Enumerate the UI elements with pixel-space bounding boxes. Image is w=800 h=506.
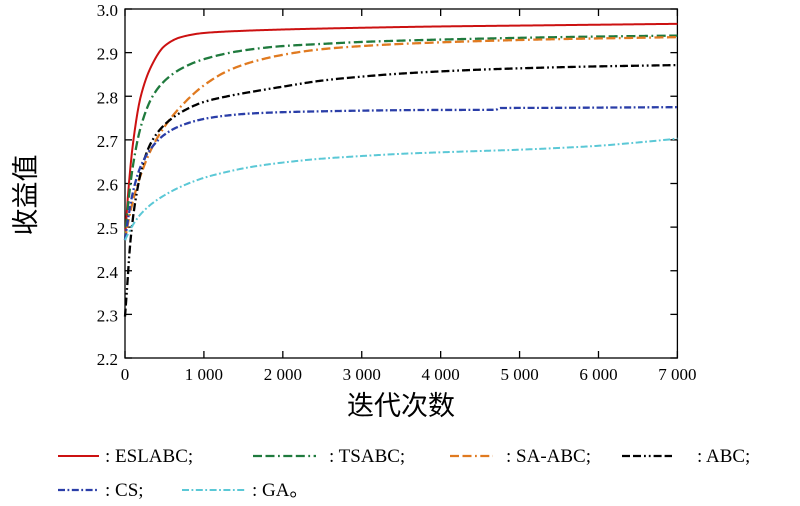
- svg-text:7 000: 7 000: [658, 365, 696, 384]
- svg-text:收益值: 收益值: [11, 155, 41, 236]
- svg-text:3 000: 3 000: [343, 365, 381, 384]
- svg-text:1 000: 1 000: [185, 365, 223, 384]
- svg-text:2.9: 2.9: [97, 45, 118, 64]
- svg-text:: GA。: : GA。: [252, 480, 308, 501]
- svg-text:6 000: 6 000: [579, 365, 617, 384]
- svg-text:2.5: 2.5: [97, 219, 118, 238]
- svg-text:2.2: 2.2: [97, 350, 118, 369]
- svg-text:5 000: 5 000: [500, 365, 538, 384]
- svg-text:3.0: 3.0: [97, 1, 118, 20]
- svg-text:2 000: 2 000: [264, 365, 302, 384]
- svg-text:2.6: 2.6: [97, 176, 118, 195]
- svg-text:: TSABC;: : TSABC;: [329, 446, 405, 467]
- svg-text:: CS;: : CS;: [105, 480, 144, 501]
- svg-text:迭代次数: 迭代次数: [347, 391, 455, 421]
- svg-text:2.8: 2.8: [97, 88, 118, 107]
- svg-text:2.4: 2.4: [97, 263, 119, 282]
- svg-text:: ESLABC;: : ESLABC;: [105, 446, 193, 467]
- svg-text:2.7: 2.7: [97, 132, 119, 151]
- svg-text:: SA-ABC;: : SA-ABC;: [506, 446, 591, 467]
- svg-text:: ABC;: : ABC;: [697, 446, 750, 467]
- svg-text:0: 0: [121, 365, 130, 384]
- svg-text:4 000: 4 000: [422, 365, 460, 384]
- svg-text:2.3: 2.3: [97, 306, 118, 325]
